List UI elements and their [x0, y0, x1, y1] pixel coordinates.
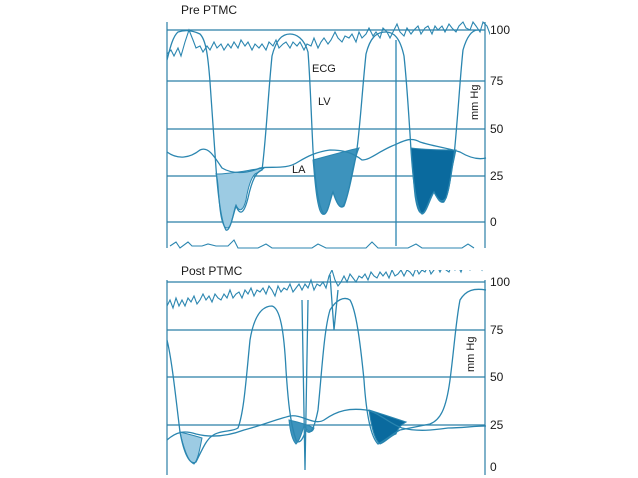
gradient-area-1: [215, 167, 266, 229]
tick-label-0: 0: [490, 460, 497, 474]
tick-label-25: 25: [490, 169, 504, 183]
trace-labels-pre: ECG LV LA: [292, 63, 336, 176]
trace-label-ecg: ECG: [312, 63, 336, 75]
tick-label-50: 50: [490, 370, 504, 384]
spike-post-2: [329, 274, 339, 331]
panel-title-post: Post PTMC: [181, 264, 243, 278]
tick-label-0: 0: [490, 215, 497, 229]
gridlines-post: [166, 280, 486, 475]
spike-post-1: [301, 299, 309, 471]
tick-label-25: 25: [490, 418, 504, 432]
y-ticks-pre: 100 75 50 25 0: [490, 23, 510, 229]
gradient-area-post-3: [368, 409, 408, 445]
y-ticks-post: 100 75 50 25 0: [490, 275, 510, 474]
y-axis-label-post: mm Hg: [465, 337, 477, 372]
ecg-trace-pre: [166, 20, 490, 58]
lower-strip-pre: [169, 239, 475, 249]
panel-post-ptmc: Post PTMC 100 75 50 25 0 mm Hg: [166, 264, 510, 475]
tick-label-100: 100: [490, 23, 510, 37]
lv-trace-pre: [166, 29, 479, 231]
ecg-trace-post: [166, 270, 483, 310]
panel-pre-ptmc: Pre PTMC 100 75 50 25 0 mm Hg: [166, 3, 510, 249]
y-axis-label-pre: mm Hg: [469, 85, 481, 120]
tick-label-75: 75: [490, 323, 504, 337]
panel-title-pre: Pre PTMC: [181, 3, 237, 17]
tick-label-50: 50: [490, 122, 504, 136]
la-trace-post: [166, 408, 487, 441]
lv-trace-post: [166, 288, 487, 464]
trace-label-la: LA: [292, 164, 306, 176]
tick-label-75: 75: [490, 74, 504, 88]
tick-label-100: 100: [490, 275, 510, 289]
gridlines-pre: [166, 22, 486, 248]
trace-label-lv: LV: [318, 96, 331, 108]
